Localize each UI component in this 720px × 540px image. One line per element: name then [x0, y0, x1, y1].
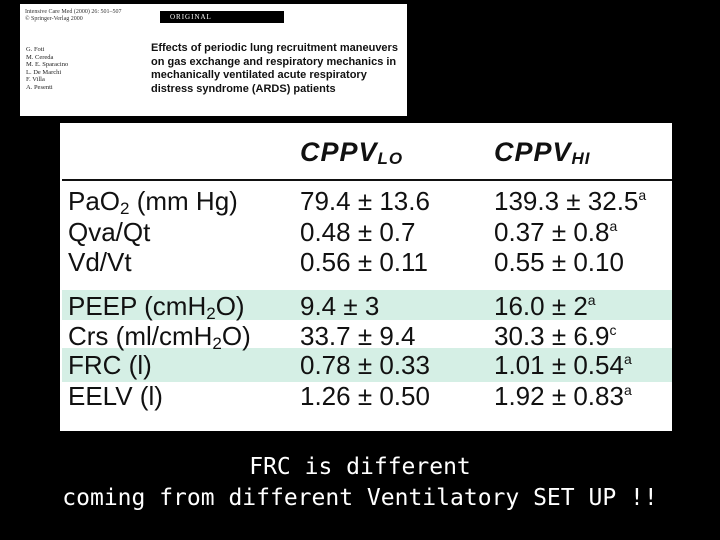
value-cppv-hi: 0.55 ± 0.10	[494, 247, 624, 277]
paper-header-image: Intensive Care Med (2000) 26: 501–507 © …	[20, 4, 407, 116]
article-type-badge: ORIGINAL	[160, 11, 284, 23]
value-cppv-hi: 30.3 ± 6.9c	[494, 321, 617, 351]
row-label: Vd/Vt	[68, 247, 132, 277]
author: M. Cereda	[26, 53, 54, 61]
value-cppv-hi: 0.37 ± 0.8a	[494, 217, 618, 247]
table-row: Crs (ml/cmH2O) 33.7 ± 9.4 30.3 ± 6.9c	[60, 321, 672, 353]
row-label: Crs (ml/cmH2O)	[68, 321, 251, 353]
value-cppv-lo: 1.26 ± 0.50	[300, 381, 430, 411]
paper-title: Effects of periodic lung recruitment man…	[151, 42, 398, 95]
results-table: CPPVLO CPPVHI PaO2 (mm Hg) 79.4 ± 13.6 1…	[60, 123, 672, 431]
value-cppv-lo: 0.78 ± 0.33	[300, 350, 430, 380]
value-cppv-lo: 0.48 ± 0.7	[300, 217, 416, 247]
row-label: PaO2 (mm Hg)	[68, 186, 238, 218]
value-cppv-hi: 16.0 ± 2a	[494, 291, 596, 321]
value-cppv-hi: 139.3 ± 32.5a	[494, 186, 647, 216]
author-list: G. Foti M. Cereda M. E. Sparacino L. De …	[26, 46, 68, 92]
table-row: Vd/Vt 0.56 ± 0.11 0.55 ± 0.10	[60, 247, 672, 277]
value-cppv-hi: 1.01 ± 0.54a	[494, 350, 632, 380]
table-row: PEEP (cmH2O) 9.4 ± 3 16.0 ± 2a	[60, 291, 672, 323]
table-row: EELV (l) 1.26 ± 0.50 1.92 ± 0.83a	[60, 381, 672, 411]
author: G. Foti	[26, 46, 45, 53]
row-label: FRC (l)	[68, 350, 152, 380]
header-divider	[62, 179, 672, 181]
row-label: EELV (l)	[68, 381, 163, 411]
copyright-line: © Springer-Verlag 2000	[25, 16, 83, 22]
slide-caption: FRC is different coming from different V…	[0, 452, 720, 514]
row-label: Qva/Qt	[68, 217, 151, 247]
highlight-band-peep	[62, 290, 672, 320]
highlight-band-frc	[62, 348, 672, 382]
column-header-cppv-lo: CPPVLO	[300, 137, 404, 168]
value-cppv-lo: 79.4 ± 13.6	[300, 186, 430, 216]
caption-line-2: coming from different Ventilatory SET UP…	[62, 485, 658, 511]
table-row: FRC (l) 0.78 ± 0.33 1.01 ± 0.54a	[60, 350, 672, 380]
value-cppv-lo: 33.7 ± 9.4	[300, 321, 416, 351]
caption-line-1: FRC is different	[249, 454, 471, 480]
table-row: Qva/Qt 0.48 ± 0.7 0.37 ± 0.8a	[60, 217, 672, 247]
table-row: PaO2 (mm Hg) 79.4 ± 13.6 139.3 ± 32.5a	[60, 186, 672, 218]
journal-reference: Intensive Care Med (2000) 26: 501–507 © …	[25, 9, 121, 23]
author: L. De Marchi	[26, 68, 62, 76]
value-cppv-lo: 0.56 ± 0.11	[300, 247, 428, 277]
value-cppv-hi: 1.92 ± 0.83a	[494, 381, 632, 411]
row-label: PEEP (cmH2O)	[68, 291, 245, 323]
author: F. Villa	[26, 76, 45, 84]
value-cppv-lo: 9.4 ± 3	[300, 291, 380, 321]
journal-line: Intensive Care Med (2000) 26: 501–507	[25, 9, 122, 15]
column-header-cppv-hi: CPPVHI	[494, 137, 591, 168]
author: M. E. Sparacino	[26, 61, 69, 69]
author: A. Pesenti	[26, 83, 53, 91]
